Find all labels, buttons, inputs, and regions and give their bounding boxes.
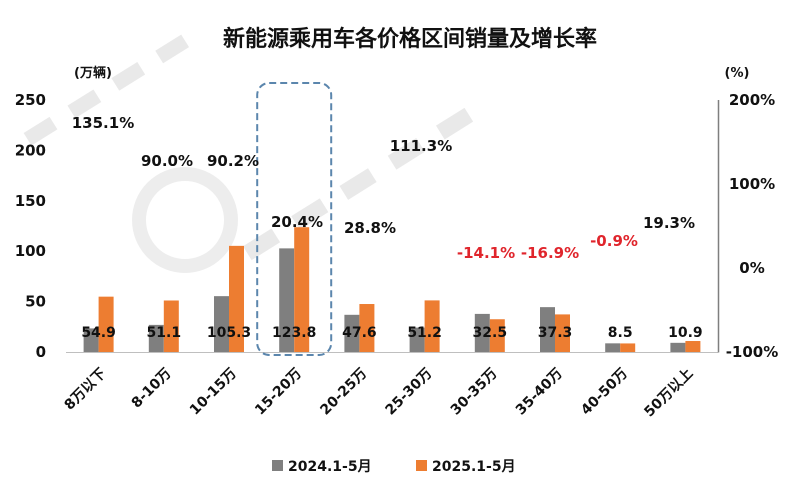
bar-2024 [540,307,555,352]
legend-label: 2025.1-5月 [432,459,516,475]
legend-swatch [272,460,283,471]
bar-value-label: 32.5 [473,325,508,341]
growth-rate-label: 90.0% [141,152,193,170]
bar-value-label: 10.9 [668,325,703,341]
bar-value-label: 51.1 [147,325,182,341]
right-tick-label: -100% [726,343,779,361]
right-tick-label: 0% [739,259,764,277]
bar-2025 [424,300,440,352]
growth-rate-label: -0.9% [590,232,638,250]
bar-2024 [670,342,686,352]
chart-title: 新能源乘用车各价格区间销量及增长率 [223,26,597,52]
left-tick-label: 50 [25,293,46,311]
growth-rate-label: -16.9% [521,244,579,262]
svg-text:▬ ▬ ▬ ▬: ▬ ▬ ▬ ▬ [11,17,199,158]
bar-value-label: 105.3 [207,325,251,341]
bar-2025 [359,304,375,352]
bar-value-label: 47.6 [342,325,377,341]
bar-value-label: 8.5 [608,325,633,341]
growth-rate-label: 90.2% [207,152,259,170]
bar-2024 [474,313,490,352]
bar-2025 [98,296,114,352]
bars [83,227,701,352]
right-axis-ticks: 200% 100% 0% -100% [726,91,779,361]
x-tick-label: 20-25万 [317,366,370,419]
bar-value-label: 51.2 [407,325,442,341]
bar-2025 [555,314,570,352]
bar-2025 [229,245,244,352]
growth-rate-label: 19.3% [643,214,695,232]
growth-rate-label: 20.4% [271,213,323,231]
legend-swatch [416,460,427,471]
bar-2024 [409,327,425,352]
growth-rate-label: 111.3% [390,137,452,155]
bar-2024 [279,248,295,352]
bar-2024 [83,328,99,352]
left-axis-unit: (万辆) [74,65,112,81]
highlight-box [256,82,333,356]
left-tick-label: 150 [15,192,46,210]
svg-text:▬ ▬ ▬ ▬ ▬: ▬ ▬ ▬ ▬ ▬ [229,88,484,274]
bar-2024 [148,324,164,352]
bar-2025 [489,319,505,352]
x-tick-label: 8-10万 [129,366,175,412]
x-tick-label: 25-30万 [383,366,436,419]
x-tick-label: 35-40万 [513,366,566,419]
bar-2025 [294,227,310,352]
bar-2025 [685,341,701,352]
bar-value-label: 123.8 [272,325,316,341]
growth-rate-label: 135.1% [72,114,134,132]
right-axis-unit: (%) [725,66,750,81]
left-tick-label: 200 [15,141,46,159]
bar-value-label: 37.3 [538,325,573,341]
growth-rate-labels: 135.1% 90.0% 90.2% 20.4% 28.8% 111.3% -14.1% -1… [72,114,695,262]
growth-rate-label: 28.8% [344,219,396,237]
legend: 2024.1-5月 2025.1-5月 [272,459,516,475]
left-axis-ticks: 250 200 150 100 50 0 [15,91,46,361]
x-tick-label: 15-20万 [252,366,305,419]
right-tick-label: 200% [729,91,775,109]
right-tick-label: 100% [729,175,775,193]
x-axis-labels: 8万以下 8-10万 10-15万 15-20万 20-25万 25-30万 30-35万 3… [62,366,697,421]
x-tick-label: 30-35万 [448,366,501,419]
legend-label: 2024.1-5月 [288,459,372,475]
x-tick-label: 8万以下 [62,366,110,414]
bar-2024 [214,296,229,352]
bar-2024 [605,343,621,352]
growth-rate-label: -14.1% [457,244,515,262]
x-tick-label: 50万以上 [641,366,696,421]
left-tick-label: 100 [15,242,46,260]
x-tick-label: 40-50万 [578,366,631,419]
bar-2025 [620,343,636,352]
bar-value-label: 54.9 [81,325,116,341]
bar-2024 [344,314,360,352]
value-labels: 54.9 51.1 105.3 123.8 47.6 51.2 32.5 37.3 8.5 10.… [81,325,702,341]
bar-2025 [163,300,179,352]
left-tick-label: 0 [36,343,46,361]
left-tick-label: 250 [15,91,46,109]
x-tick-label: 10-15万 [187,366,240,419]
